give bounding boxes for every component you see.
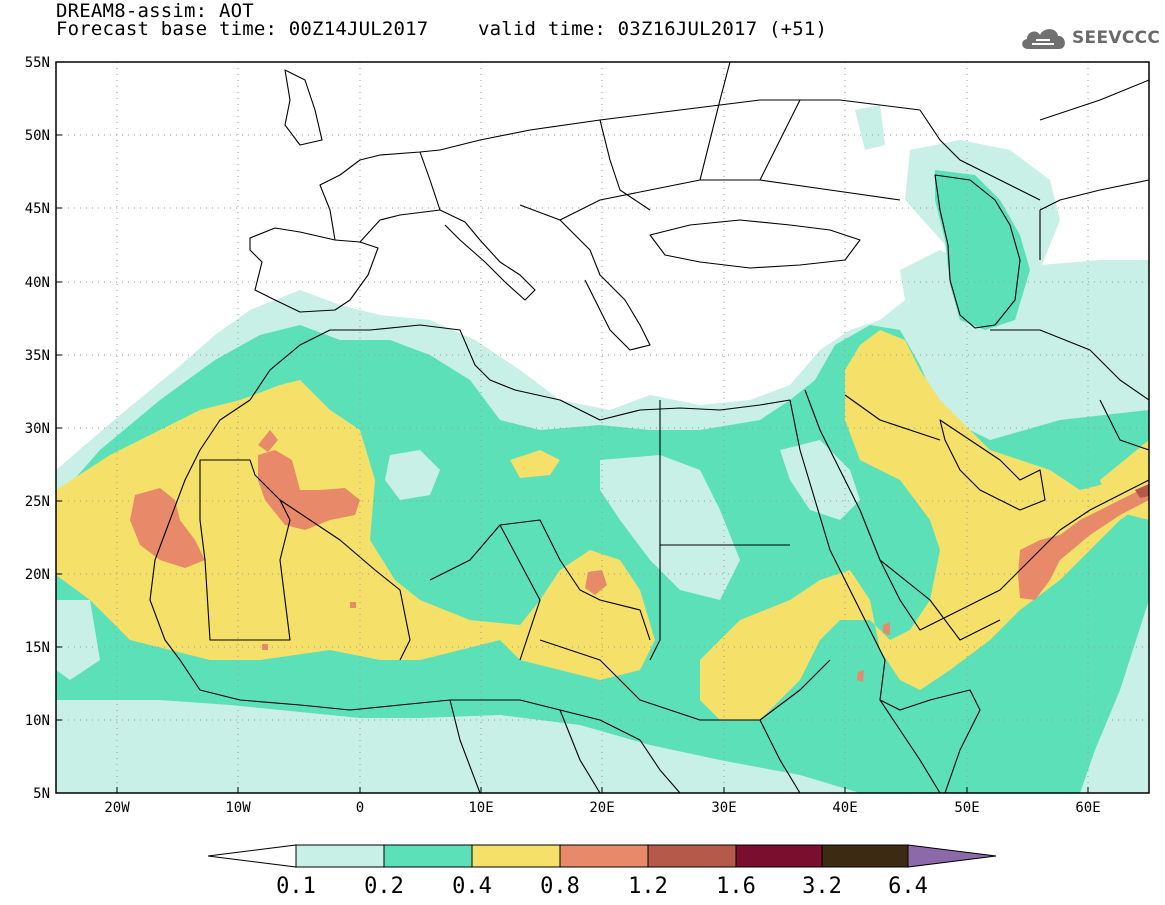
axis-ticks [56,61,1089,794]
coastlines-borders [149,62,1149,793]
lat-label: 10N [25,713,50,729]
map-title: DREAM8-assim: AOT [56,0,254,22]
lat-label: 55N [25,55,50,71]
colorbar-under-arrow [207,844,297,868]
lon-label: 20W [104,800,130,816]
lon-label: 10E [468,800,493,816]
colorbar-over-arrow [907,844,997,868]
colorbar-labels: 0.1 0.2 0.4 0.8 1.2 1.6 3.2 6.4 [276,874,928,899]
seevccc-logo: SEEVCCC [1018,22,1160,54]
colorbar-swatch [383,844,473,868]
colorbar-label: 0.8 [540,874,580,899]
lon-label: 0 [356,800,364,816]
colorbar-label: 3.2 [802,874,842,899]
forecast-base-time: Forecast base time: 00Z14JUL2017 [56,18,429,40]
lat-labels: 55N 50N 45N 40N 35N 30N 25N 20N 15N 10N … [25,55,50,802]
lon-label: 40E [832,800,857,816]
colorbar-label: 0.4 [452,874,492,899]
aot-1.2-1.6-region [1135,484,1149,498]
lat-label: 20N [25,567,50,583]
valid-time: valid time: 03Z16JUL2017 (+51) [478,18,828,40]
colorbar-label: 1.6 [716,874,756,899]
lon-label: 20E [589,800,614,816]
logo-text: SEEVCCC [1072,28,1161,48]
colorbar-swatch [559,844,649,868]
colorbar [207,844,997,868]
lat-label: 15N [25,640,50,656]
lon-labels: 20W 10W 0 10E 20E 30E 40E 50E 60E [104,800,1100,816]
lat-label: 50N [25,128,50,144]
lat-label: 25N [25,494,50,510]
lon-label: 60E [1075,800,1100,816]
colorbar-swatch [471,844,561,868]
lon-label: 10W [225,800,251,816]
lon-label: 50E [954,800,979,816]
lat-label: 35N [25,348,50,364]
colorbar-label: 0.2 [364,874,404,899]
colorbar-swatch [647,844,737,868]
colorbar-swatch [295,844,385,868]
colorbar-label: 6.4 [888,874,928,899]
colorbar-swatch [735,844,823,868]
colorbar-label: 0.1 [276,874,316,899]
lon-label: 30E [711,800,736,816]
lat-label: 40N [25,275,50,291]
map-grid [56,62,1149,793]
lat-label: 5N [33,786,50,802]
cloud-icon [1022,29,1065,49]
aot-low-patches [56,360,1060,680]
lat-label: 45N [25,201,50,217]
colorbar-swatch [821,844,909,868]
aot-field [56,62,1149,793]
lat-label: 30N [25,421,50,437]
colorbar-label: 1.2 [628,874,668,899]
